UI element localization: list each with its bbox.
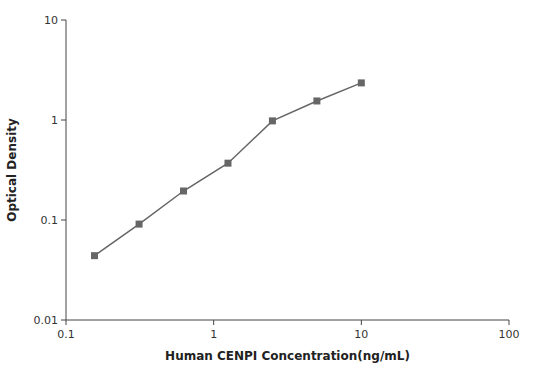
y-axis-label: Optical Density — [5, 118, 19, 222]
x-axis-label: Human CENPI Concentration(ng/mL) — [165, 349, 410, 363]
x-tick — [213, 320, 214, 325]
y-tick-label: 0.01 — [34, 314, 59, 327]
x-tick — [361, 320, 362, 325]
marker — [269, 117, 276, 124]
marker — [224, 160, 231, 167]
chart-container: 0.11101000.010.1110Human CENPI Concentra… — [0, 0, 533, 372]
marker — [136, 221, 143, 228]
x-tick — [509, 320, 510, 325]
x-tick-label: 100 — [499, 328, 520, 341]
plot-area — [91, 79, 365, 259]
y-tick — [61, 320, 66, 321]
x-tick-label: 1 — [210, 328, 217, 341]
marker — [358, 79, 365, 86]
y-tick — [61, 220, 66, 221]
x-tick — [66, 320, 67, 325]
y-axis-line — [66, 20, 67, 320]
y-tick-label: 0.1 — [41, 214, 59, 227]
chart: 0.11101000.010.1110Human CENPI Concentra… — [0, 0, 533, 372]
x-tick-label: 10 — [354, 328, 368, 341]
marker — [180, 187, 187, 194]
x-tick-label: 0.1 — [57, 328, 75, 341]
y-tick-label: 10 — [44, 14, 58, 27]
marker — [91, 252, 98, 259]
y-tick — [61, 20, 66, 21]
y-tick-label: 1 — [51, 114, 58, 127]
line — [95, 83, 362, 256]
marker — [313, 97, 320, 104]
x-axis-line — [66, 320, 509, 321]
y-tick — [61, 120, 66, 121]
